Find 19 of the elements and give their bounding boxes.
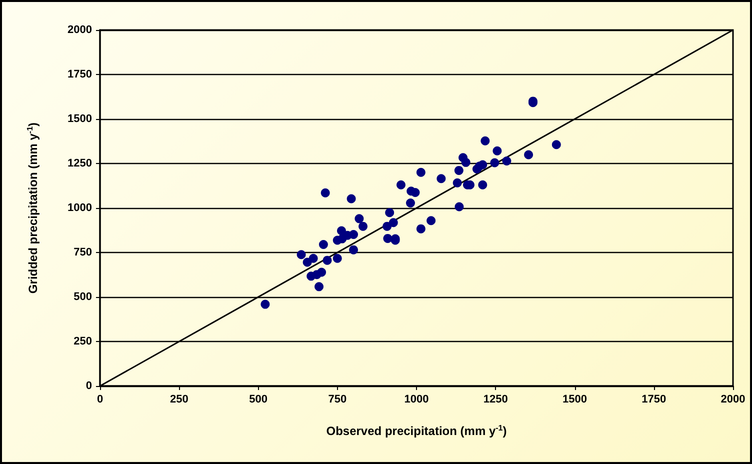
x-tick-label: 250 <box>170 394 188 406</box>
y-tick-label: 1750 <box>68 68 92 80</box>
y-tick-label: 0 <box>86 380 92 392</box>
y-tick-label: 1250 <box>68 158 92 170</box>
x-tick-label: 1250 <box>483 394 508 406</box>
x-tick-label: 2000 <box>720 394 746 406</box>
x-tick-label: 0 <box>96 394 104 406</box>
y-tick-label: 1500 <box>68 113 92 125</box>
y-tick-label: 2000 <box>68 24 92 36</box>
x-tick-label: 1000 <box>404 394 429 406</box>
x-tick-label: 1500 <box>562 394 587 406</box>
y-tick-label: 1000 <box>68 202 92 214</box>
x-tick-label: 750 <box>328 394 347 406</box>
x-tick-label: 500 <box>249 394 268 406</box>
y-axis-title: Gridded precipitation (mm y-1) <box>26 122 40 294</box>
y-tick-label: 750 <box>74 246 92 258</box>
y-tick-label: 500 <box>74 291 92 303</box>
y-tick-label: 250 <box>74 336 92 348</box>
x-tick-label: 1750 <box>642 394 666 406</box>
